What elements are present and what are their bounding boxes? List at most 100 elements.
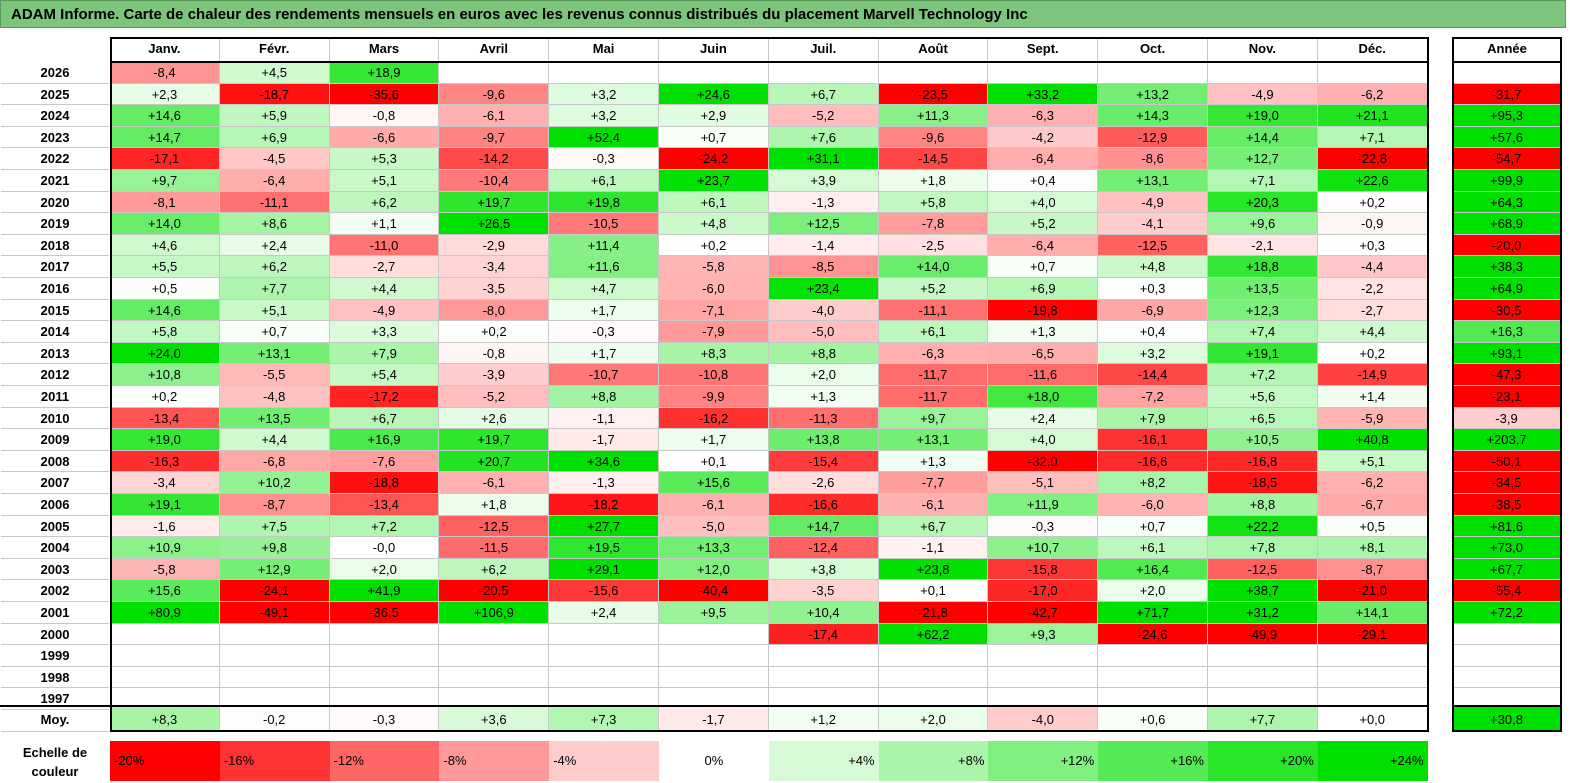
heatmap-cell: +14,7 (768, 515, 879, 538)
heatmap-cell: +0,5 (1317, 515, 1428, 538)
heatmap-cell: -3,5 (768, 580, 879, 602)
year-label: 2012 (1, 364, 109, 386)
heatmap-cell: -5,5 (219, 364, 330, 386)
scale-step: +8% (878, 741, 989, 781)
year-label: 2016 (1, 278, 109, 300)
heatmap-cell: +12,5 (768, 213, 879, 235)
scale-step: -20% (110, 741, 220, 781)
heatmap-cell (1208, 645, 1318, 667)
heatmap-cell: +71,7 (1098, 602, 1208, 624)
annual-cell: +99,9 (1452, 170, 1562, 192)
heatmap-cell: -9,7 (439, 126, 550, 149)
heatmap-cell (549, 666, 659, 689)
annual-cell: -50,1 (1452, 450, 1562, 473)
heatmap-cell: -35,6 (329, 83, 440, 106)
scale-label: Echelle de couleur (22, 745, 88, 779)
heatmap-cell: -3,9 (439, 364, 550, 386)
heatmap-cell (219, 645, 330, 667)
heatmap-cell: -6,1 (659, 494, 769, 516)
average-cell: +0,6 (1098, 707, 1208, 732)
heatmap-cell: -8,6 (1098, 148, 1208, 170)
heatmap-cell: +8,8 (768, 342, 879, 365)
annual-cell: +203,7 (1452, 429, 1562, 451)
heatmap-cell: -12,5 (1208, 558, 1318, 581)
heatmap-cell: -3,4 (439, 256, 550, 278)
heatmap-cell: -6,4 (988, 148, 1099, 170)
heatmap-cell: -0,8 (329, 105, 440, 127)
heatmap-cell: -4,1 (1098, 213, 1208, 235)
heatmap-cell: +0,1 (878, 580, 989, 602)
heatmap-cell: -12,9 (1098, 126, 1208, 149)
heatmap-cell: +20,3 (1208, 191, 1318, 214)
heatmap-cell: -24,1 (219, 580, 330, 602)
heatmap-cell: +0,4 (988, 170, 1099, 192)
heatmap-cell: +14,7 (110, 126, 220, 149)
average-cell: +7,7 (1208, 707, 1318, 732)
heatmap-cell: -11,5 (439, 537, 550, 559)
annual-cell: +57,6 (1452, 126, 1562, 149)
heatmap-cell: -7,8 (878, 213, 989, 235)
heatmap-cell: -13,4 (329, 494, 440, 516)
heatmap-cell: +8,8 (549, 386, 659, 408)
heatmap-cell (768, 62, 879, 84)
heatmap-cell: +21,1 (1317, 105, 1428, 127)
heatmap-cell: +10,5 (1208, 429, 1318, 451)
heatmap-cell: +4,4 (1317, 321, 1428, 343)
heatmap-cell: -11,1 (219, 191, 330, 214)
heatmap-cell: +10,2 (219, 472, 330, 494)
heatmap-cell: -14,9 (1317, 364, 1428, 386)
year-label: 1997 (1, 688, 109, 710)
heatmap-cell: +62,2 (878, 623, 989, 646)
heatmap-cell: -11,7 (878, 364, 989, 386)
heatmap-cell: +2,4 (219, 234, 330, 257)
heatmap-cell: +4,4 (329, 278, 440, 300)
heatmap-cell: +4,0 (988, 429, 1099, 451)
month-header: Avril (439, 37, 550, 61)
heatmap-cell: +23,8 (878, 558, 989, 581)
heatmap-cell: -0,0 (329, 537, 440, 559)
annual-cell: +16,3 (1452, 321, 1562, 343)
average-cell: +3,6 (439, 707, 550, 732)
heatmap-cell: -6,4 (988, 234, 1099, 257)
heatmap-cell: +7,9 (1098, 407, 1208, 430)
year-label: 2004 (1, 537, 109, 559)
year-label: 2013 (1, 343, 109, 365)
heatmap-cell: +5,9 (219, 105, 330, 127)
heatmap-cell (439, 623, 550, 646)
heatmap-cell: +4,4 (219, 429, 330, 451)
heatmap-cell: +19,1 (110, 494, 220, 516)
average-cell: -4,0 (988, 707, 1099, 732)
heatmap-cell: +52,4 (549, 126, 659, 149)
heatmap-cell: +7,2 (1208, 364, 1318, 386)
heatmap-cell: +9,3 (988, 623, 1099, 646)
heatmap-cell: -6,1 (878, 494, 989, 516)
heatmap-cell: -6,2 (1317, 83, 1428, 106)
heatmap-cell: -49,1 (219, 602, 330, 624)
heatmap-cell: +6,1 (1098, 537, 1208, 559)
month-header: Déc. (1318, 37, 1428, 61)
heatmap-cell: +0,5 (110, 278, 220, 300)
heatmap-cell: +5,2 (878, 278, 989, 300)
heatmap-cell: +18,8 (1208, 256, 1318, 278)
heatmap-cell: +41,9 (329, 580, 440, 602)
heatmap-cell (659, 645, 769, 667)
heatmap-cell (659, 623, 769, 646)
month-header: Mai (549, 37, 659, 61)
heatmap-cell (439, 62, 550, 84)
heatmap-cell (439, 645, 550, 667)
heatmap-cell: +3,9 (768, 170, 879, 192)
heatmap-cell: +2,0 (1098, 580, 1208, 602)
heatmap-cell: +3,2 (549, 83, 659, 106)
heatmap-cell: +3,2 (1098, 342, 1208, 365)
heatmap-cell: -23,5 (878, 83, 989, 106)
year-label: 2022 (1, 148, 109, 170)
heatmap-cell: -2,5 (878, 234, 989, 257)
heatmap-cell: +14,1 (1317, 602, 1428, 624)
heatmap-cell: -6,6 (329, 126, 440, 149)
heatmap-cell: -1,3 (768, 191, 879, 214)
month-header: Juin (659, 37, 769, 61)
scale-step: +12% (988, 741, 1099, 781)
heatmap-cell: +6,9 (988, 278, 1099, 300)
heatmap-cell: -16,6 (768, 494, 879, 516)
heatmap-cell: -1,7 (549, 429, 659, 451)
